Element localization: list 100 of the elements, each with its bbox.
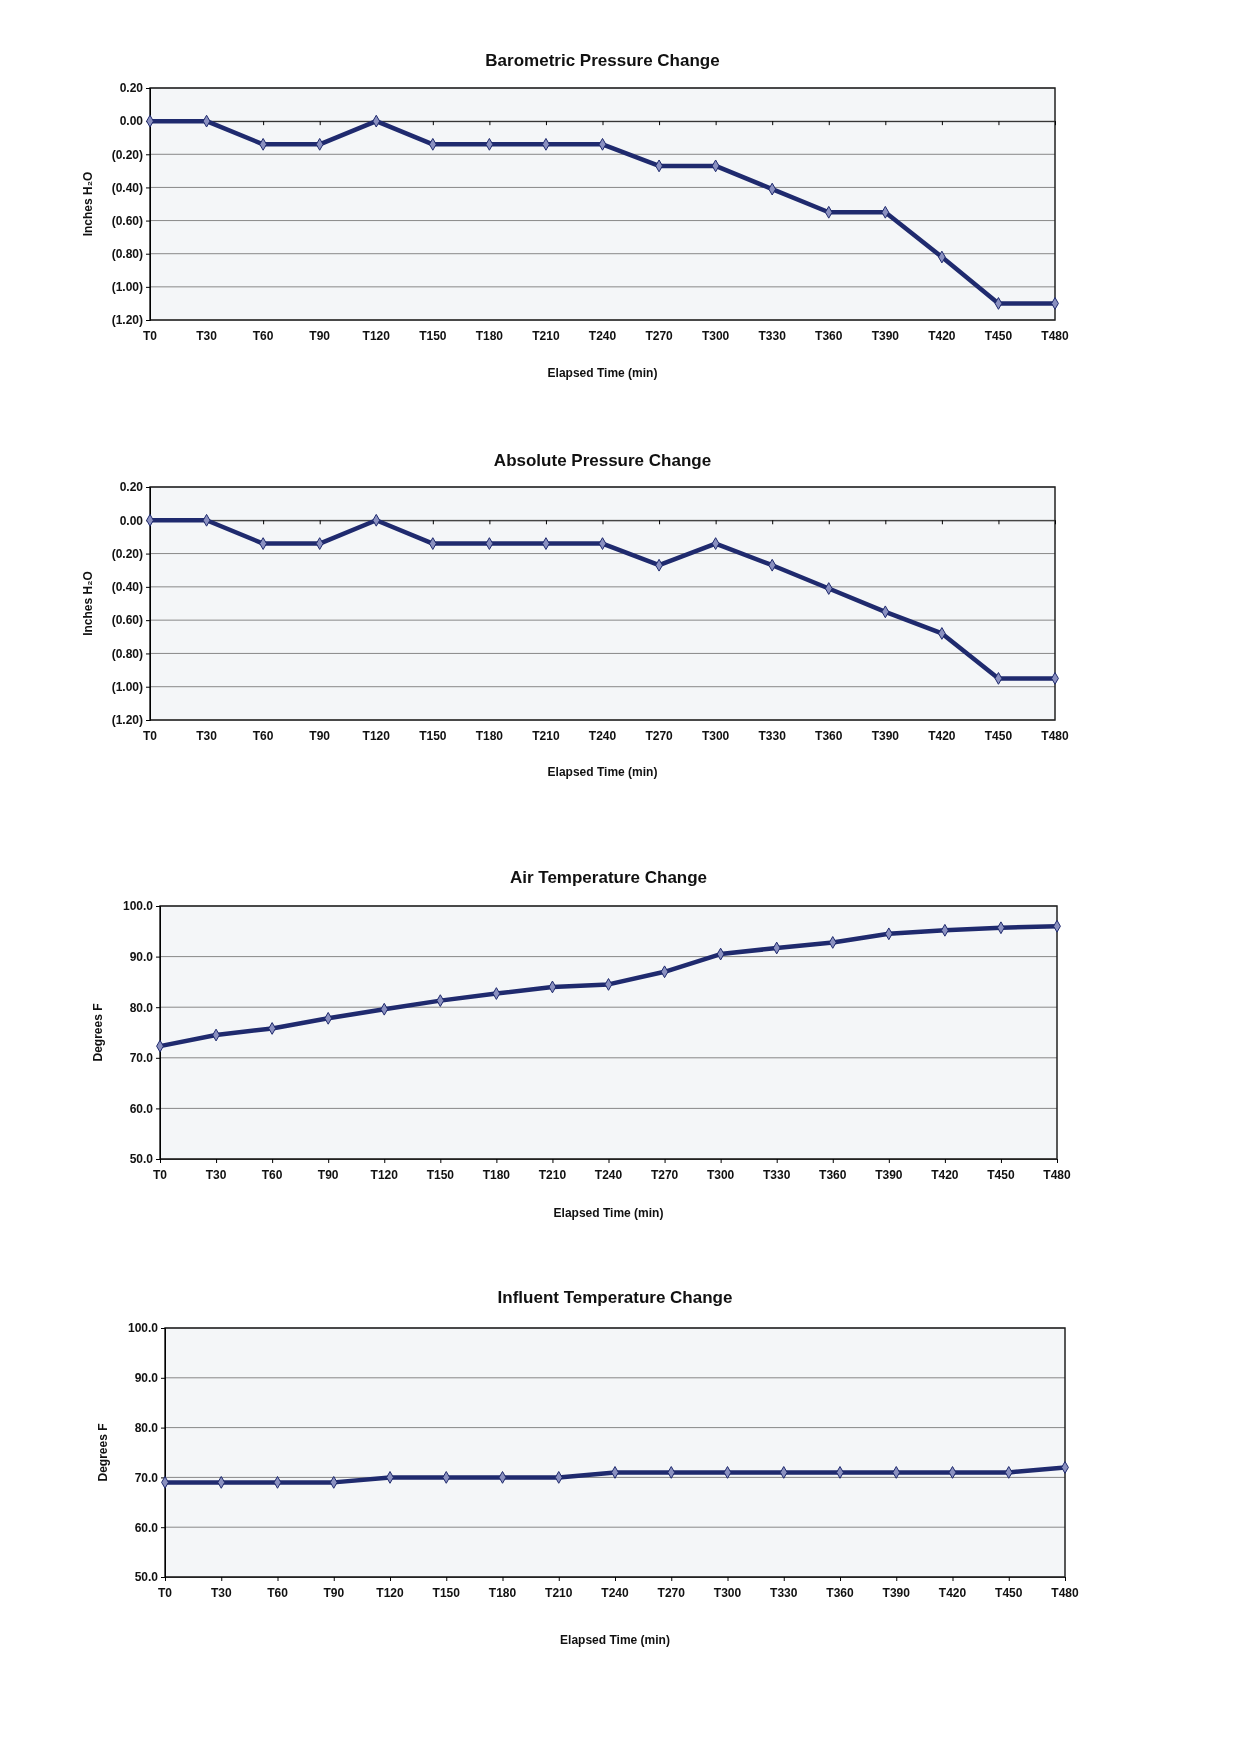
x-tick-label: T60 <box>252 729 274 743</box>
x-tick-label: T60 <box>267 1586 289 1600</box>
y-axis-title: Degrees F <box>96 1423 110 1482</box>
x-tick-label: T300 <box>706 1168 735 1182</box>
x-tick-label: T30 <box>210 1586 232 1600</box>
x-tick-label: T420 <box>928 329 956 343</box>
x-tick-label: T0 <box>152 1168 168 1182</box>
y-axis-title: Inches H₂O <box>81 171 95 237</box>
x-tick-label: T30 <box>196 329 218 343</box>
x-tick-label: T240 <box>588 729 617 743</box>
y-tick-label: (0.80) <box>111 646 143 661</box>
x-tick-label: T330 <box>763 1168 791 1182</box>
x-tick-label: T390 <box>871 329 900 343</box>
x-axis-title: Elapsed Time (min) <box>547 366 658 380</box>
x-tick-label: T120 <box>362 729 391 743</box>
x-tick-label: T150 <box>419 329 447 343</box>
x-tick-label: T90 <box>323 1586 345 1600</box>
y-tick-label: 100.0 <box>122 899 154 914</box>
x-tick-label: T240 <box>601 1586 629 1600</box>
y-tick-label: 0.20 <box>119 480 144 495</box>
x-tick-label: T30 <box>205 1168 227 1182</box>
y-tick-label: 100.0 <box>127 1321 159 1336</box>
x-tick-label: T270 <box>650 1168 679 1182</box>
x-tick-label: T0 <box>157 1586 173 1600</box>
x-tick-label: T450 <box>995 1586 1023 1600</box>
y-tick-label: (0.60) <box>111 613 143 628</box>
x-tick-label: T60 <box>252 329 274 343</box>
x-tick-label: T420 <box>931 1168 959 1182</box>
y-tick-label: 90.0 <box>134 1371 159 1386</box>
y-tick-label: 70.0 <box>134 1470 159 1485</box>
x-tick-label: T300 <box>701 329 730 343</box>
x-tick-label: T330 <box>758 729 787 743</box>
y-axis-title: Inches H₂O <box>81 571 95 636</box>
y-tick-label: (1.20) <box>111 313 143 328</box>
y-tick-label: (0.60) <box>111 213 143 228</box>
x-tick-label: T240 <box>588 329 617 343</box>
x-tick-label: T0 <box>142 329 158 343</box>
x-tick-label: T480 <box>1043 1168 1071 1182</box>
x-tick-label: T450 <box>984 329 1013 343</box>
x-axis-title: Elapsed Time (min) <box>553 1206 664 1220</box>
y-tick-label: 0.20 <box>119 81 144 96</box>
x-tick-label: T450 <box>987 1168 1015 1182</box>
y-tick-label: 80.0 <box>129 1000 154 1015</box>
y-tick-label: 60.0 <box>129 1101 154 1116</box>
x-tick-label: T270 <box>645 329 674 343</box>
x-tick-label: T210 <box>532 329 560 343</box>
y-tick-label: 0.00 <box>119 114 144 129</box>
x-tick-label: T360 <box>826 1586 854 1600</box>
x-tick-label: T330 <box>758 329 787 343</box>
chart-title: Barometric Pressure Change <box>485 51 720 70</box>
x-tick-label: T180 <box>482 1168 511 1182</box>
x-tick-label: T180 <box>475 729 504 743</box>
x-tick-label: T90 <box>309 329 331 343</box>
x-axis-title: Elapsed Time (min) <box>560 1633 670 1647</box>
x-tick-label: T210 <box>538 1168 567 1182</box>
x-tick-label: T150 <box>419 729 447 743</box>
x-tick-label: T210 <box>545 1586 573 1600</box>
y-tick-label: 90.0 <box>129 949 154 964</box>
x-tick-label: T180 <box>488 1586 517 1600</box>
chart-title: Influent Temperature Change <box>497 1288 733 1307</box>
y-axis-title: Degrees F <box>91 1003 105 1062</box>
x-tick-label: T90 <box>309 729 331 743</box>
x-tick-label: T120 <box>376 1586 404 1600</box>
x-tick-label: T420 <box>938 1586 967 1600</box>
x-tick-label: T90 <box>317 1168 339 1182</box>
y-tick-label: 80.0 <box>134 1420 159 1435</box>
x-tick-label: T360 <box>815 329 843 343</box>
y-tick-label: (0.40) <box>111 180 143 195</box>
x-tick-label: T150 <box>426 1168 455 1182</box>
y-tick-label: (0.20) <box>111 546 143 561</box>
x-tick-label: T210 <box>532 729 560 743</box>
x-tick-label: T420 <box>928 729 956 743</box>
x-tick-label: T360 <box>819 1168 847 1182</box>
y-tick-label: (1.20) <box>111 713 143 728</box>
x-tick-label: T300 <box>701 729 730 743</box>
y-tick-label: (0.40) <box>111 580 143 595</box>
y-tick-label: 60.0 <box>134 1520 159 1535</box>
x-tick-label: T300 <box>713 1586 742 1600</box>
x-axis-title: Elapsed Time (min) <box>547 765 658 779</box>
x-tick-label: T240 <box>594 1168 623 1182</box>
x-tick-label: T60 <box>261 1168 283 1182</box>
x-tick-label: T180 <box>475 329 504 343</box>
x-tick-label: T270 <box>657 1586 686 1600</box>
x-tick-label: T390 <box>875 1168 903 1182</box>
y-tick-label: 70.0 <box>129 1051 154 1066</box>
x-tick-label: T390 <box>871 729 900 743</box>
x-tick-label: T480 <box>1051 1586 1079 1600</box>
x-tick-label: T120 <box>362 329 391 343</box>
x-tick-label: T270 <box>645 729 674 743</box>
y-tick-label: 50.0 <box>134 1570 159 1585</box>
chart-title: Air Temperature Change <box>509 868 708 887</box>
y-tick-label: 50.0 <box>129 1152 154 1167</box>
chart-title: Absolute Pressure Change <box>493 451 712 470</box>
x-tick-label: T330 <box>770 1586 798 1600</box>
y-tick-label: 0.00 <box>119 513 144 528</box>
x-tick-label: T360 <box>815 729 843 743</box>
x-tick-label: T30 <box>196 729 218 743</box>
x-tick-label: T450 <box>984 729 1013 743</box>
y-tick-label: (1.00) <box>111 680 143 695</box>
x-tick-label: T120 <box>370 1168 399 1182</box>
